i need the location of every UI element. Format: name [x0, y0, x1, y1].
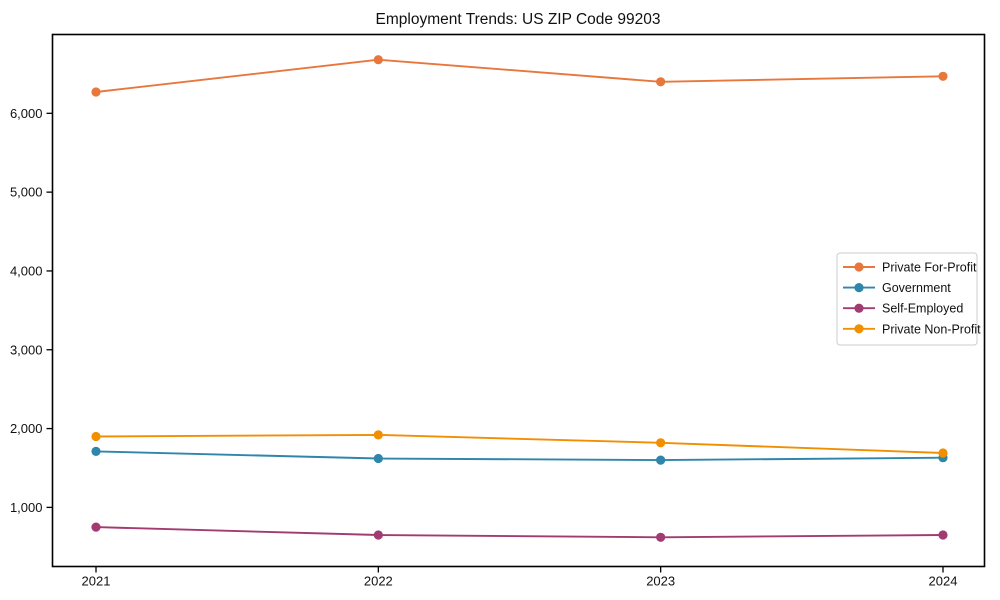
- data-point: [373, 430, 383, 440]
- series-line-government: [95, 450, 943, 462]
- series-line-private-for-profit: [95, 58, 944, 93]
- y-tick-label: 5,000: [10, 185, 43, 200]
- data-point: [656, 77, 666, 87]
- data-point: [938, 448, 948, 458]
- data-point: [656, 438, 666, 448]
- legend-marker: [854, 283, 864, 293]
- legend-marker: [854, 262, 864, 272]
- axes-layer: 1,000 2,000 3,000 4,000 5,000 6,000 2021 2022 20…: [10, 33, 986, 589]
- y-tick-label: 6,000: [10, 106, 43, 121]
- data-point: [91, 446, 101, 456]
- legend-item: Self-Employed: [843, 302, 963, 316]
- series-line-self-employed: [95, 526, 943, 539]
- series-layer: [91, 55, 948, 542]
- legend-label: Private Non-Profit: [882, 322, 981, 336]
- series-line-private-non-profit: [95, 433, 944, 454]
- y-tick-label: 3,000: [10, 342, 43, 357]
- data-point: [373, 55, 383, 65]
- x-tick-label: 2023: [646, 574, 675, 589]
- legend: Private For-Profit Government Self-Employe…: [836, 252, 981, 346]
- data-point: [656, 455, 666, 465]
- legend-box: [836, 252, 978, 346]
- chart-title: Employment Trends: US ZIP Code 99203: [376, 11, 661, 28]
- legend-label: Self-Employed: [882, 302, 963, 316]
- plot-border: [51, 33, 986, 568]
- legend-label: Government: [882, 281, 951, 295]
- data-point: [91, 522, 101, 532]
- x-tick-label: 2022: [364, 574, 393, 589]
- data-point: [938, 530, 948, 540]
- data-point: [656, 532, 666, 542]
- y-tick-label: 4,000: [10, 263, 43, 278]
- legend-marker: [854, 324, 864, 334]
- x-tick-label: 2024: [929, 574, 958, 589]
- data-point: [91, 431, 101, 442]
- data-point: [938, 71, 948, 81]
- data-point: [373, 530, 383, 540]
- data-point: [373, 453, 383, 464]
- y-tick-label: 1,000: [10, 500, 43, 515]
- legend-item: Private For-Profit: [843, 261, 977, 275]
- legend-item: Government: [843, 281, 951, 295]
- y-tick-label: 2,000: [10, 421, 43, 436]
- legend-marker: [854, 303, 864, 313]
- data-point: [91, 87, 101, 97]
- legend-item: Private Non-Profit: [843, 322, 981, 336]
- legend-label: Private For-Profit: [882, 261, 977, 275]
- x-tick-label: 2021: [82, 574, 111, 589]
